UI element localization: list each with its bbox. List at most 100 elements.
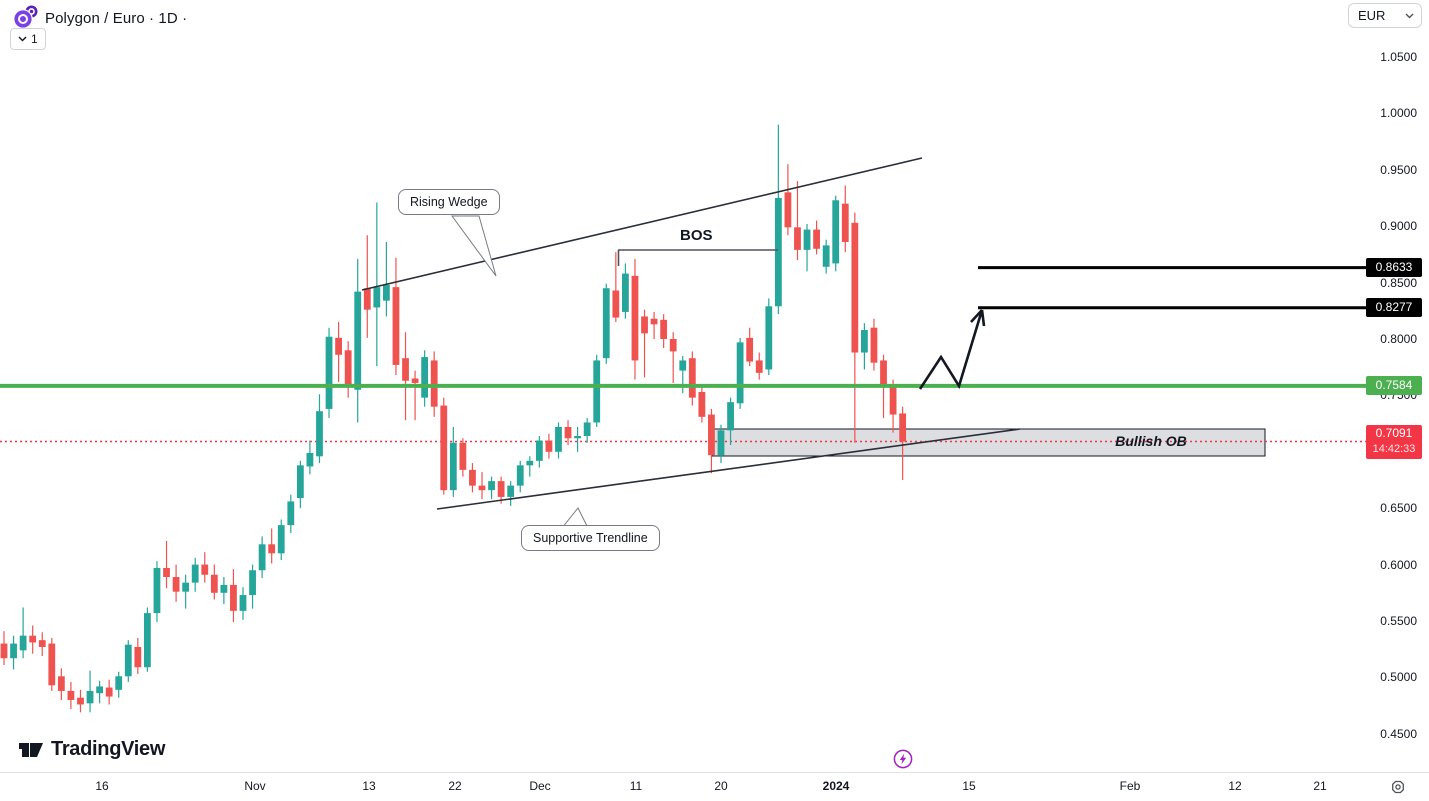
candle-body xyxy=(507,485,515,497)
candle-body xyxy=(631,275,639,361)
candle-body xyxy=(698,392,706,417)
time-axis-label: 13 xyxy=(362,779,376,793)
candle-body xyxy=(535,440,543,461)
candle-body xyxy=(67,690,75,700)
candle-body xyxy=(612,290,620,318)
candle-body xyxy=(841,203,849,242)
candle-body xyxy=(593,360,601,423)
candle-body xyxy=(497,481,505,497)
supportive-trendline[interactable] xyxy=(436,428,1021,510)
rising-wedge-callout[interactable]: Rising Wedge xyxy=(398,189,500,215)
time-axis-label: 21 xyxy=(1313,779,1327,793)
bullish-ob-label[interactable]: Bullish OB xyxy=(1115,433,1187,449)
candle-body xyxy=(172,577,180,592)
candle-body xyxy=(822,245,830,267)
candle-body xyxy=(239,595,247,611)
price-tick-label: 0.5500 xyxy=(1380,614,1417,628)
price-tick-label: 0.8500 xyxy=(1380,275,1417,290)
boost-lightning-icon[interactable] xyxy=(893,749,913,774)
candle-body xyxy=(449,442,457,491)
price-tag-value: 0.8277 xyxy=(1375,300,1413,315)
candle-body xyxy=(354,291,362,390)
candle-body xyxy=(688,358,696,398)
candle-body xyxy=(564,426,572,439)
candle-body xyxy=(363,288,371,310)
rising-wedge-upper-trendline[interactable] xyxy=(361,157,923,291)
price-tick-label: 0.4500 xyxy=(1380,726,1417,741)
price-level-tag: 0.7584 xyxy=(1366,376,1422,396)
price-level-tag: 0.8277 xyxy=(1366,298,1422,318)
candle-body xyxy=(38,640,46,647)
candle-body xyxy=(851,222,859,353)
currency-dropdown[interactable]: EUR xyxy=(1348,3,1422,28)
time-axis-border xyxy=(0,772,1429,773)
candle-body xyxy=(469,469,476,486)
candle-body xyxy=(10,643,17,659)
candle-body xyxy=(144,613,151,668)
candle-body xyxy=(861,329,868,353)
tradingview-logo[interactable]: TradingView xyxy=(18,738,165,761)
candle-body xyxy=(392,287,400,365)
candle-body xyxy=(201,564,209,575)
candle-body xyxy=(736,342,744,404)
price-tag-value: 0.7584 xyxy=(1375,378,1413,393)
candle-body xyxy=(344,350,352,388)
candle-body xyxy=(134,646,142,668)
supportive-trendline-callout[interactable]: Supportive Trendline xyxy=(521,525,660,551)
candle-body xyxy=(220,584,228,593)
object-tree-badge[interactable]: 1 xyxy=(10,28,46,50)
candle-body xyxy=(746,337,754,362)
time-axis-label: 2024 xyxy=(822,779,850,793)
candle-body xyxy=(430,360,438,407)
candle-body xyxy=(545,440,553,452)
price-tick-label: 1.0500 xyxy=(1380,50,1417,64)
price-tick-label: 0.8000 xyxy=(1380,332,1417,346)
candle-body xyxy=(421,357,429,398)
candle-body xyxy=(660,319,668,339)
candle-body xyxy=(516,465,524,486)
time-axis-label: Feb xyxy=(1119,779,1141,793)
candle-body xyxy=(258,544,266,571)
bos-label[interactable]: BOS xyxy=(680,227,713,244)
candle-body xyxy=(784,192,792,228)
price-tag-value: 0.7091 xyxy=(1375,425,1413,440)
candle-body xyxy=(277,525,285,554)
candle-body xyxy=(574,436,581,439)
projection-arrowhead xyxy=(970,309,983,323)
symbol-title[interactable]: Polygon / Euro · 1D · xyxy=(45,9,188,27)
candle-body xyxy=(48,643,56,686)
candle-body xyxy=(813,229,820,249)
candle-body xyxy=(29,635,37,643)
candle-body xyxy=(77,697,84,705)
candle-body xyxy=(679,360,687,371)
candle-body xyxy=(765,306,773,370)
price-level-tag: 0.8633 xyxy=(1366,258,1422,278)
time-axis-label: Nov xyxy=(244,779,266,793)
candle-body xyxy=(115,676,123,690)
candle-body xyxy=(755,360,763,373)
candle-body xyxy=(383,284,390,301)
candle-body xyxy=(880,360,887,388)
candle-body xyxy=(774,198,782,307)
candle-body xyxy=(335,337,342,355)
projection-arrow[interactable] xyxy=(918,309,984,390)
candle-body xyxy=(373,287,381,308)
price-tick-label: 0.9000 xyxy=(1380,219,1417,234)
time-axis-label: 20 xyxy=(714,779,728,793)
price-tick-label: 0.6000 xyxy=(1380,557,1417,572)
candle-body xyxy=(296,465,304,499)
candle-body xyxy=(870,327,878,363)
symbol-header[interactable]: Polygon / Euro · 1D · xyxy=(10,4,187,32)
price-scale-settings-icon[interactable] xyxy=(1389,778,1407,801)
candle-body xyxy=(182,582,190,592)
price-level-tag: 0.7091 14:42:33 xyxy=(1366,424,1422,459)
candle-body xyxy=(555,426,562,452)
candle-body xyxy=(727,402,734,431)
candle-body xyxy=(163,567,170,578)
candle-body xyxy=(306,452,314,467)
time-axis-label: 16 xyxy=(95,779,109,793)
candle-body xyxy=(0,643,8,659)
candle-body xyxy=(794,227,801,250)
candle-body xyxy=(249,570,256,596)
